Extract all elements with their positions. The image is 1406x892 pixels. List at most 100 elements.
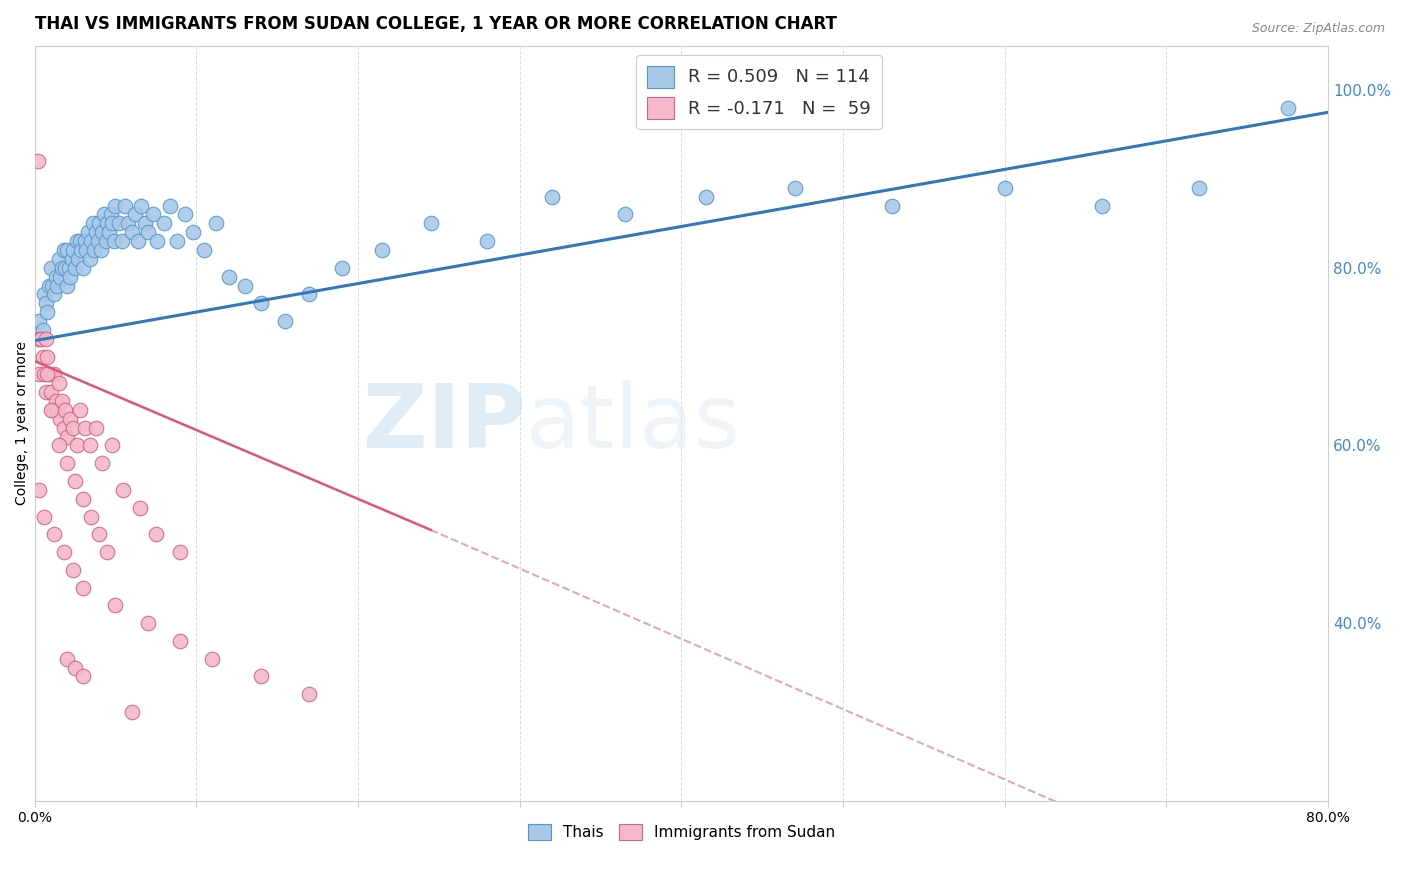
Point xyxy=(37,368,59,382)
Point xyxy=(72,491,94,506)
Point xyxy=(31,350,53,364)
Point xyxy=(41,403,63,417)
Point xyxy=(613,207,636,221)
Point xyxy=(124,207,146,221)
Point xyxy=(193,243,215,257)
Point xyxy=(53,260,76,275)
Point xyxy=(91,225,114,239)
Point xyxy=(69,403,91,417)
Point xyxy=(695,190,717,204)
Point xyxy=(28,332,51,346)
Point xyxy=(84,225,107,239)
Point xyxy=(51,394,73,409)
Point xyxy=(56,651,79,665)
Point xyxy=(136,616,159,631)
Point xyxy=(128,500,150,515)
Point xyxy=(49,269,72,284)
Point xyxy=(56,429,79,443)
Point xyxy=(371,243,394,257)
Point xyxy=(65,438,87,452)
Point xyxy=(79,438,101,452)
Point xyxy=(49,412,72,426)
Point xyxy=(181,225,204,239)
Point xyxy=(79,252,101,266)
Point xyxy=(80,509,103,524)
Point xyxy=(45,269,67,284)
Point xyxy=(104,198,127,212)
Point xyxy=(136,225,159,239)
Point xyxy=(58,260,80,275)
Point xyxy=(52,545,75,559)
Point xyxy=(56,243,79,257)
Point xyxy=(56,456,79,470)
Point xyxy=(134,216,156,230)
Point xyxy=(204,216,226,230)
Point xyxy=(52,243,75,257)
Point xyxy=(142,207,165,221)
Point xyxy=(72,669,94,683)
Point xyxy=(541,190,564,204)
Point xyxy=(101,438,124,452)
Point xyxy=(28,368,51,382)
Point xyxy=(65,234,87,248)
Point xyxy=(46,278,69,293)
Point xyxy=(35,385,58,400)
Point xyxy=(90,243,112,257)
Point xyxy=(103,234,125,248)
Point xyxy=(39,260,62,275)
Point xyxy=(83,243,105,257)
Point xyxy=(112,483,135,497)
Point xyxy=(174,207,197,221)
Point xyxy=(91,456,114,470)
Point xyxy=(37,350,59,364)
Point xyxy=(89,527,111,541)
Point xyxy=(477,234,499,248)
Point xyxy=(274,314,297,328)
Point xyxy=(330,260,353,275)
Point xyxy=(48,438,70,452)
Point xyxy=(419,216,441,230)
Point xyxy=(153,216,176,230)
Point xyxy=(129,198,152,212)
Point xyxy=(1091,198,1114,212)
Point xyxy=(100,207,122,221)
Point xyxy=(63,260,86,275)
Point xyxy=(70,243,93,257)
Point xyxy=(121,225,143,239)
Point xyxy=(48,252,70,266)
Point xyxy=(72,260,94,275)
Point xyxy=(42,527,65,541)
Point xyxy=(80,234,103,248)
Point xyxy=(67,252,90,266)
Point xyxy=(169,545,191,559)
Point xyxy=(62,243,84,257)
Point xyxy=(42,287,65,301)
Point xyxy=(250,296,273,310)
Point xyxy=(39,403,62,417)
Point xyxy=(63,660,86,674)
Point xyxy=(994,181,1017,195)
Point xyxy=(59,412,82,426)
Point xyxy=(250,669,273,683)
Point xyxy=(82,216,104,230)
Point xyxy=(30,332,52,346)
Point xyxy=(159,198,181,212)
Text: THAI VS IMMIGRANTS FROM SUDAN COLLEGE, 1 YEAR OR MORE CORRELATION CHART: THAI VS IMMIGRANTS FROM SUDAN COLLEGE, 1… xyxy=(35,15,837,33)
Point xyxy=(62,421,84,435)
Text: Source: ZipAtlas.com: Source: ZipAtlas.com xyxy=(1251,22,1385,36)
Point xyxy=(121,705,143,719)
Point xyxy=(111,234,134,248)
Point xyxy=(32,287,55,301)
Point xyxy=(72,581,94,595)
Point xyxy=(96,545,118,559)
Point xyxy=(89,216,111,230)
Point xyxy=(56,278,79,293)
Point xyxy=(97,225,120,239)
Point xyxy=(101,216,124,230)
Point xyxy=(73,234,96,248)
Point xyxy=(35,332,58,346)
Point xyxy=(146,234,169,248)
Point xyxy=(46,403,69,417)
Point xyxy=(27,154,49,169)
Point xyxy=(38,278,60,293)
